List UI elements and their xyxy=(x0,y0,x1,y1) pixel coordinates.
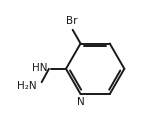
Text: Br: Br xyxy=(66,16,77,26)
Text: N: N xyxy=(77,97,84,107)
Text: HN: HN xyxy=(32,63,48,73)
Text: H₂N: H₂N xyxy=(17,81,37,91)
